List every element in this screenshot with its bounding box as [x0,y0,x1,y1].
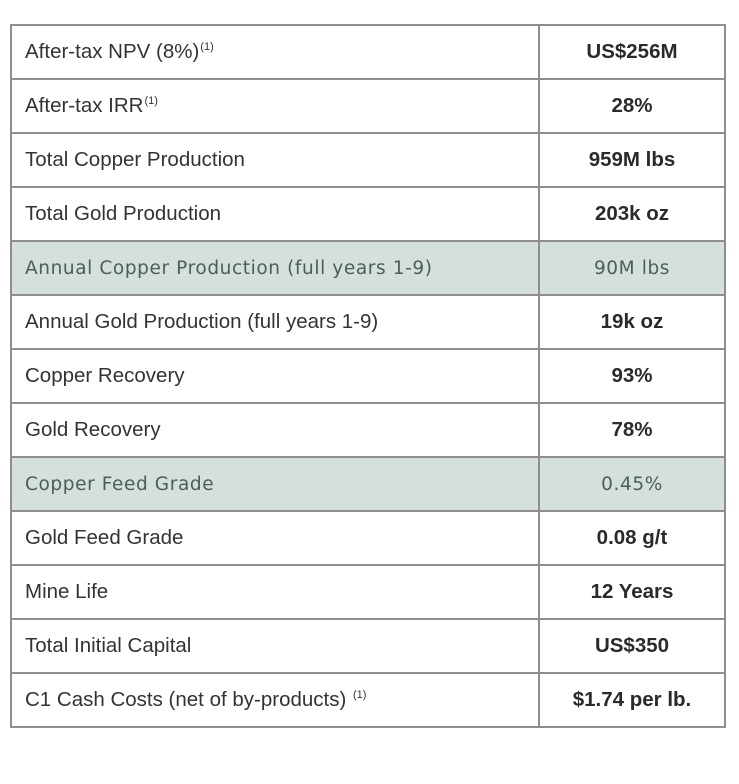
summary-table: After-tax NPV (8%)(1) US$256M After-tax IR… [10,24,726,728]
row-value: 78% [538,402,726,458]
row-value: 203k oz [538,186,726,242]
table-body: After-tax NPV (8%)(1) US$256M After-tax IR… [10,24,726,728]
table-row: Gold Feed Grade 0.08 g/t [10,510,726,566]
table-row: Copper Feed Grade 0.45% [10,456,726,512]
row-label: After-tax NPV (8%) [25,40,200,63]
row-label: C1 Cash Costs (net of by-products) [25,688,352,711]
row-label: After-tax IRR [25,94,144,117]
row-label-cell: Copper Recovery [10,348,540,404]
row-label-cell: After-tax NPV (8%)(1) [10,24,540,80]
table-row: Annual Copper Production (full years 1-9… [10,240,726,296]
row-value: 12 Years [538,564,726,620]
row-value: 959M lbs [538,132,726,188]
row-value: $1.74 per lb. [538,672,726,728]
footnote-marker: (1) [200,41,214,54]
row-value: 19k oz [538,294,726,350]
row-value: US$256M [538,24,726,80]
table-row: Copper Recovery 93% [10,348,726,404]
row-value: 0.45% [538,456,726,512]
table-row: Total Gold Production 203k oz [10,186,726,242]
row-label: Gold Feed Grade [25,526,184,549]
row-label: Annual Gold Production (full years 1-9) [25,310,379,333]
row-label-cell: After-tax IRR(1) [10,78,540,134]
row-value: US$350 [538,618,726,674]
table-row: After-tax NPV (8%)(1) US$256M [10,24,726,80]
row-label-cell: Annual Copper Production (full years 1-9… [10,240,540,296]
row-label: Total Initial Capital [25,634,192,657]
row-value: 28% [538,78,726,134]
row-label-cell: Gold Recovery [10,402,540,458]
row-label-cell: C1 Cash Costs (net of by-products) (1) [10,672,540,728]
footnote-marker: (1) [353,689,367,702]
table-row: After-tax IRR(1) 28% [10,78,726,134]
table-row: C1 Cash Costs (net of by-products) (1) $1… [10,672,726,728]
row-label: Annual Copper Production (full years 1-9… [25,257,433,279]
row-label-cell: Gold Feed Grade [10,510,540,566]
row-label: Total Gold Production [25,202,222,225]
table-row: Mine Life 12 Years [10,564,726,620]
row-label: Mine Life [25,580,109,603]
row-label: Total Copper Production [25,148,245,171]
row-label-cell: Annual Gold Production (full years 1-9) [10,294,540,350]
row-label-cell: Mine Life [10,564,540,620]
row-label-cell: Total Gold Production [10,186,540,242]
row-label-cell: Total Copper Production [10,132,540,188]
row-label: Copper Feed Grade [25,473,215,495]
table-row: Annual Gold Production (full years 1-9) 1… [10,294,726,350]
row-value: 0.08 g/t [538,510,726,566]
footnote-marker: (1) [144,95,158,108]
row-label-cell: Total Initial Capital [10,618,540,674]
table-row: Total Copper Production 959M lbs [10,132,726,188]
row-label: Gold Recovery [25,418,161,441]
table-row: Total Initial Capital US$350 [10,618,726,674]
row-label-cell: Copper Feed Grade [10,456,540,512]
row-value: 90M lbs [538,240,726,296]
table-row: Gold Recovery 78% [10,402,726,458]
row-label: Copper Recovery [25,364,185,387]
row-value: 93% [538,348,726,404]
